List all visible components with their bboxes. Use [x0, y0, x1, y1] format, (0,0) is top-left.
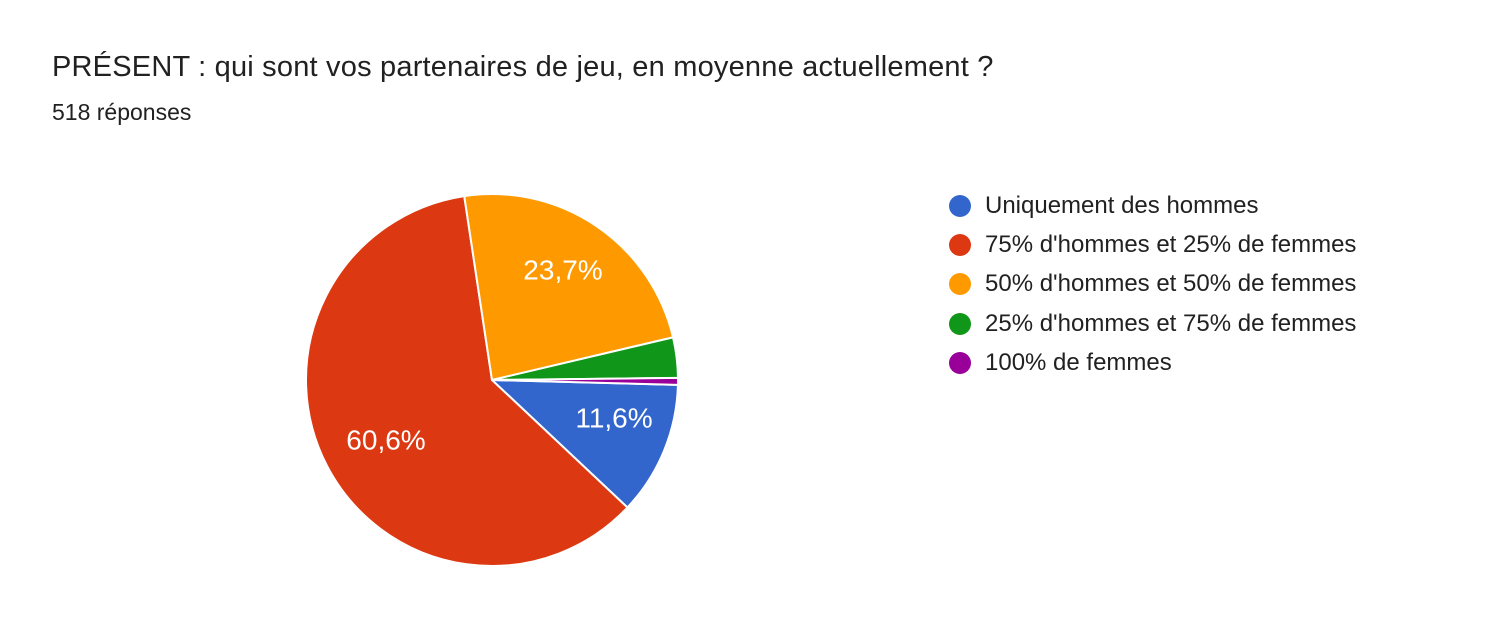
- legend-color-dot: [949, 194, 971, 217]
- pie-chart: 11,6% 60,6% 23,7%: [305, 193, 680, 567]
- pie-slice-3[interactable]: [463, 193, 675, 381]
- legend-item-label: 50% d'hommes et 50% de femmes: [985, 270, 1357, 298]
- question-title: PRÉSENT : qui sont vos partenaires de je…: [52, 51, 994, 83]
- pie-slice-2[interactable]: [305, 195, 629, 567]
- legend-item-label: Uniquement des hommes: [985, 191, 1259, 219]
- legend-item-25-hommes-75-femmes: 25% d'hommes et 75% de femmes: [949, 304, 1356, 343]
- legend-item-75-hommes-25-femmes: 75% d'hommes et 25% de femmes: [949, 225, 1356, 264]
- pie-slice-1[interactable]: [491, 379, 679, 509]
- pie-slice-label: 23,7%: [523, 255, 602, 286]
- pie-slice-label: 60,6%: [346, 425, 425, 456]
- legend-item-uniquement-hommes: Uniquement des hommes: [949, 186, 1356, 225]
- legend-item-label: 25% d'hommes et 75% de femmes: [985, 309, 1357, 337]
- legend-item-100-femmes: 100% de femmes: [949, 343, 1356, 382]
- legend-item-50-hommes-50-femmes: 50% d'hommes et 50% de femmes: [949, 265, 1356, 304]
- legend-color-dot: [949, 273, 971, 296]
- legend-color-dot: [949, 233, 971, 256]
- responses-count: 518 réponses: [52, 99, 192, 125]
- legend-color-dot: [949, 312, 971, 335]
- pie-slice-5[interactable]: [491, 376, 680, 386]
- legend-item-label: 100% de femmes: [985, 348, 1172, 376]
- legend-color-dot: [949, 351, 971, 374]
- legend-item-label: 75% d'hommes et 25% de femmes: [985, 230, 1357, 258]
- chart-legend: Uniquement des hommes 75% d'hommes et 25…: [949, 186, 1356, 382]
- pie-slice-label: 11,6%: [575, 403, 652, 434]
